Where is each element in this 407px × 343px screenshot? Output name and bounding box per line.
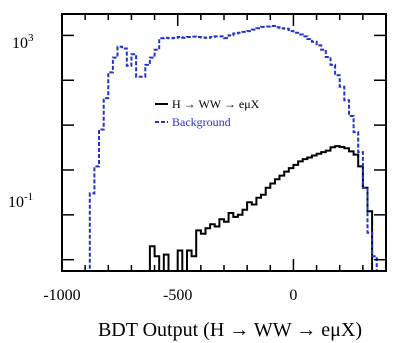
axis-ticks [61,14,386,271]
legend-label-background: Background [172,115,231,129]
plot-frame [61,13,387,272]
plot-area [62,25,378,272]
x-axis-label: BDT Output (H → WW → eμX) [98,319,362,341]
y-tick-label-2: 10-1 [8,191,33,211]
x-tick-label-2: -500 [163,287,192,304]
series-background-line [62,25,378,272]
legend-label-signal: H → WW → eμX [172,97,260,111]
x-tick-label-1: -1000 [43,287,80,304]
legend: H → WW → eμX Background [155,97,260,129]
series-signal-line [62,145,377,272]
x-tick-label-3: 0 [289,287,297,304]
y-tick-label-1: 103 [12,32,34,52]
